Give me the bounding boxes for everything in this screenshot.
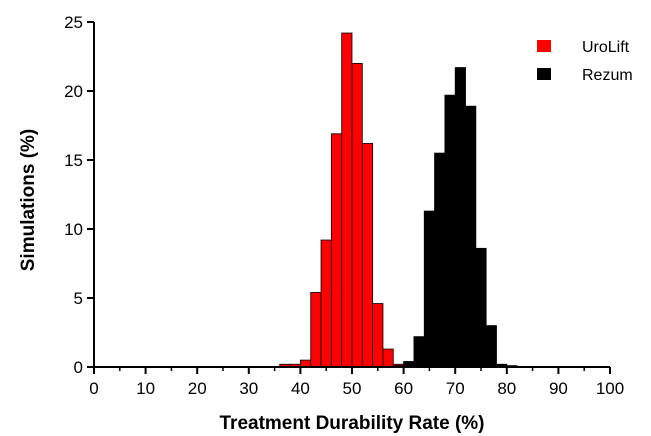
x-tick-label-90: 90 — [549, 379, 568, 398]
bar-urolift-48 — [341, 32, 353, 368]
bar-urolift-50 — [351, 63, 363, 368]
bar-urolift-44 — [320, 239, 332, 368]
bars-group — [279, 32, 518, 368]
x-tick-label-0: 0 — [89, 379, 98, 398]
y-tick-label-25: 25 — [64, 13, 83, 32]
bar-rezum-64 — [423, 210, 435, 368]
x-tick-label-70: 70 — [446, 379, 465, 398]
bar-urolift-54 — [372, 303, 384, 368]
x-tick-label-50: 50 — [343, 379, 362, 398]
y-tick-label-0: 0 — [74, 358, 83, 377]
bar-rezum-72 — [465, 105, 477, 368]
bar-urolift-56 — [382, 348, 394, 368]
bar-urolift-40 — [299, 359, 312, 368]
y-tick-label-20: 20 — [64, 82, 83, 101]
y-tick-label-10: 10 — [64, 220, 83, 239]
bar-rezum-76 — [485, 325, 497, 368]
bar-rezum-68 — [444, 94, 456, 368]
bar-rezum-70 — [454, 67, 466, 368]
legend-swatch-rezum — [537, 68, 551, 80]
axes-group: 0 5 10 15 20 25 0 10 20 30 40 50 60 70 80 90 100 — [64, 13, 624, 398]
y-ticks-group: 0 5 10 15 20 25 — [64, 13, 94, 377]
bar-urolift-42 — [310, 292, 322, 368]
x-ticks-group: 0 10 20 30 40 50 60 70 80 90 100 — [89, 367, 624, 398]
x-tick-label-100: 100 — [596, 379, 624, 398]
x-tick-label-60: 60 — [394, 379, 413, 398]
y-tick-label-5: 5 — [74, 289, 83, 308]
x-tick-label-10: 10 — [136, 379, 155, 398]
y-axis-title: Simulations (%) — [18, 129, 39, 272]
x-tick-label-40: 40 — [291, 379, 310, 398]
legend-swatch-urolift — [537, 40, 551, 52]
x-tick-label-30: 30 — [239, 379, 258, 398]
x-axis-title: Treatment Durability Rate (%) — [220, 413, 485, 434]
y-tick-label-15: 15 — [64, 151, 83, 170]
legend: UroLift Rezum — [537, 39, 633, 84]
legend-label-urolift: UroLift — [582, 39, 630, 56]
x-tick-label-80: 80 — [497, 379, 516, 398]
bar-rezum-74 — [475, 247, 487, 368]
bar-urolift-46 — [330, 133, 343, 368]
bar-rezum-62 — [413, 336, 425, 368]
x-tick-label-20: 20 — [188, 379, 207, 398]
bar-urolift-52 — [361, 143, 374, 368]
bar-rezum-66 — [434, 152, 446, 368]
legend-label-rezum: Rezum — [582, 67, 633, 84]
